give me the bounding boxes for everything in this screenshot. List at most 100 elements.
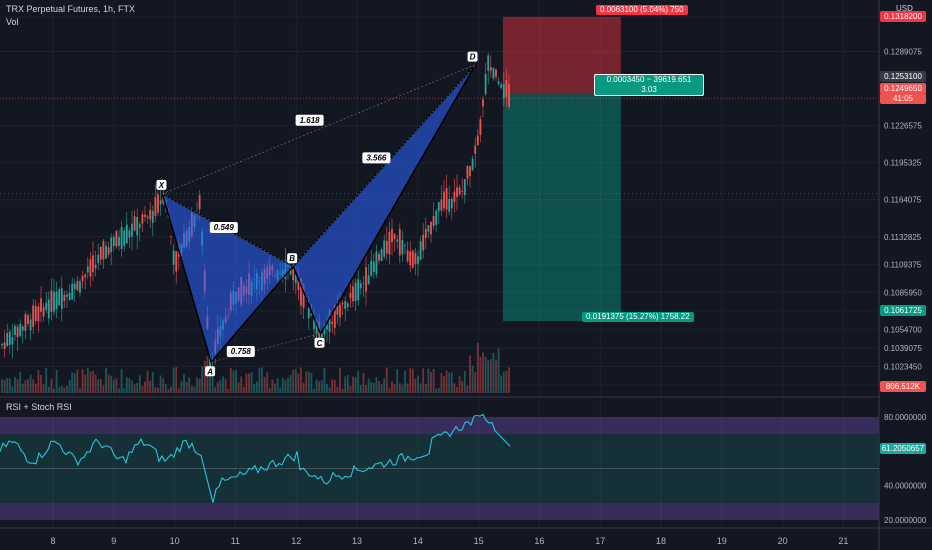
volume-bar bbox=[279, 387, 282, 393]
volume-bar bbox=[222, 376, 224, 393]
candle-body bbox=[411, 250, 414, 268]
volume-bar bbox=[461, 380, 464, 393]
candle-body bbox=[391, 228, 393, 243]
volume-bar bbox=[357, 370, 360, 393]
candle-body bbox=[380, 249, 383, 261]
candle-body bbox=[375, 251, 378, 275]
grid bbox=[0, 0, 879, 528]
volume-bar bbox=[331, 379, 334, 393]
stoch-overbought-band bbox=[0, 417, 879, 435]
volume-bar bbox=[253, 383, 256, 393]
volume-bar bbox=[40, 374, 42, 393]
x-tick-label: 9 bbox=[111, 536, 116, 546]
volume-bar bbox=[268, 388, 271, 393]
candle-body bbox=[123, 230, 126, 246]
candlesticks bbox=[1, 52, 510, 374]
volume-bar bbox=[107, 374, 110, 393]
candle-body bbox=[175, 251, 178, 272]
candle-body bbox=[497, 81, 500, 84]
volume-bar bbox=[16, 379, 19, 393]
volume-bar bbox=[154, 387, 157, 393]
candle-body bbox=[79, 281, 81, 293]
pattern-point-box bbox=[287, 253, 298, 264]
volume-bar bbox=[323, 368, 326, 393]
candle-body bbox=[383, 240, 386, 257]
candle-body bbox=[24, 314, 27, 331]
candle-body bbox=[99, 246, 102, 260]
candle-body bbox=[128, 230, 131, 238]
x-tick-label: 8 bbox=[50, 536, 55, 546]
candle-body bbox=[495, 69, 497, 77]
volume-bar bbox=[157, 387, 159, 393]
volume-bar bbox=[84, 374, 87, 393]
candle-body bbox=[414, 253, 417, 265]
candle-body bbox=[294, 274, 297, 284]
volume-bar bbox=[502, 371, 505, 393]
candle-body bbox=[209, 356, 211, 374]
volume-bar bbox=[354, 377, 357, 393]
candle-body bbox=[84, 274, 87, 278]
candle-body bbox=[333, 305, 336, 328]
candle-body bbox=[115, 231, 118, 247]
candle-body bbox=[157, 194, 159, 213]
volume-bar bbox=[115, 378, 118, 393]
target-price-tag: 0.1061725 bbox=[880, 305, 926, 316]
volume-bar bbox=[261, 367, 263, 393]
volume-bar bbox=[105, 367, 107, 393]
volume-bar bbox=[365, 385, 367, 393]
ratio-box bbox=[209, 222, 238, 234]
candle-body bbox=[86, 266, 89, 273]
volume-bar bbox=[453, 383, 456, 393]
volume-bar bbox=[240, 376, 243, 393]
candle-body bbox=[323, 323, 326, 335]
candle-body bbox=[138, 224, 141, 228]
volume-bar bbox=[34, 383, 37, 393]
volume-bar bbox=[432, 369, 435, 393]
volume-bar bbox=[97, 379, 100, 393]
candle-body bbox=[6, 333, 9, 347]
volume-bar bbox=[151, 372, 154, 393]
volume-bar bbox=[474, 372, 477, 393]
candle-body bbox=[55, 291, 58, 310]
volume-bar bbox=[250, 372, 253, 393]
volume-bar bbox=[385, 367, 388, 393]
rsi-tick-label: 40.0000000 bbox=[884, 482, 927, 491]
volume-bar bbox=[185, 381, 188, 393]
volume-bar bbox=[414, 378, 417, 393]
candle-body bbox=[53, 291, 55, 312]
ratio-box bbox=[226, 346, 255, 358]
bd-line bbox=[292, 64, 476, 267]
x-tick-label: 20 bbox=[778, 536, 788, 546]
volume-bar bbox=[409, 368, 412, 393]
stop-price-tag: 0.1318200 bbox=[880, 11, 926, 22]
rsi-tick-label: 20.0000000 bbox=[884, 516, 927, 525]
candle-body bbox=[448, 198, 451, 212]
volume-bar bbox=[349, 386, 352, 393]
volume-bar bbox=[248, 373, 250, 393]
volume-bar bbox=[422, 368, 425, 393]
volume-bar bbox=[177, 388, 180, 393]
candle-body bbox=[346, 303, 349, 308]
candle-body bbox=[198, 195, 201, 210]
volume-bar bbox=[401, 384, 404, 393]
volume-bar bbox=[144, 381, 146, 393]
volume-bar bbox=[102, 385, 105, 393]
volume-bar bbox=[266, 372, 269, 393]
rsi-value-tag: 61.2050657 bbox=[880, 443, 926, 454]
volume-bar bbox=[214, 387, 217, 393]
candle-body bbox=[458, 187, 461, 195]
x-tick-label: 10 bbox=[170, 536, 180, 546]
volume-bar bbox=[131, 380, 133, 393]
candle-body bbox=[315, 319, 318, 334]
volume-bar bbox=[94, 374, 97, 393]
volume-bar bbox=[255, 381, 258, 393]
volume-bar bbox=[339, 367, 341, 393]
volume-bar bbox=[352, 376, 354, 393]
volume-bar bbox=[406, 383, 409, 393]
volume-bar bbox=[237, 382, 240, 393]
candle-body bbox=[479, 119, 482, 135]
price-tick-label: 0.1109375 bbox=[884, 261, 922, 270]
volume-bar bbox=[19, 371, 22, 393]
volume-bar bbox=[380, 384, 383, 393]
